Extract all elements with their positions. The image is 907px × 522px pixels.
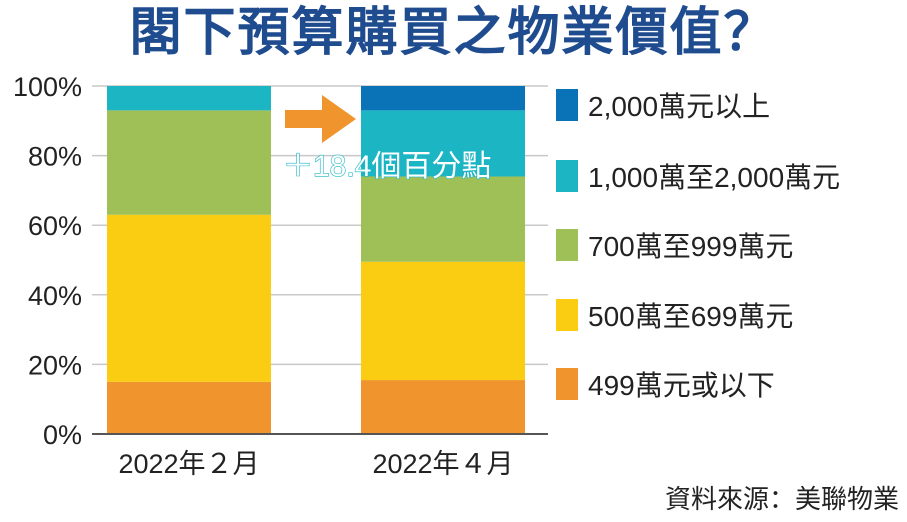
y-tick-label: 40%: [28, 281, 82, 311]
y-tick-label: 0%: [43, 420, 82, 450]
bar-segment: [107, 86, 271, 111]
legend-swatch: [556, 299, 578, 331]
bars: [107, 86, 525, 434]
bar-segment: [107, 381, 271, 434]
y-tick-label: 20%: [28, 350, 82, 380]
legend: 2,000萬元以上 1,000萬至2,000萬元 700萬至999萬元 500萬至69…: [556, 89, 840, 401]
x-axis: 2022年２月 2022年４月: [92, 433, 548, 479]
legend-label: 500萬至699萬元: [588, 301, 793, 332]
bar-segment: [107, 214, 271, 382]
bar-segment: [361, 176, 525, 262]
bar-segment: [361, 110, 525, 177]
legend-label: 700萬至999萬元: [588, 231, 793, 262]
legend-swatch: [556, 160, 578, 192]
annotation-text: ＋18.4個百分點: [283, 150, 491, 183]
legend-swatch: [556, 89, 578, 121]
bar-segment: [361, 380, 525, 434]
y-tick-label: 60%: [28, 211, 82, 241]
legend-swatch: [556, 229, 578, 261]
legend-label: 499萬元或以下: [588, 370, 775, 401]
y-tick-label: 100%: [13, 72, 82, 102]
bar-segment: [107, 110, 271, 215]
chart-title: 閣下預算購買之物業價值？: [129, 2, 778, 63]
legend-swatch: [556, 368, 578, 400]
bar-segment: [361, 86, 525, 111]
arrow-icon: [285, 95, 356, 143]
legend-label: 1,000萬至2,000萬元: [588, 162, 840, 193]
annotation: ＋18.4個百分點: [282, 95, 492, 184]
y-axis: 0% 20% 40% 60% 80% 100%: [13, 72, 82, 450]
x-category-label: 2022年４月: [372, 449, 513, 479]
bar-segment: [361, 261, 525, 381]
legend-label: 2,000萬元以上: [588, 91, 770, 122]
y-tick-label: 80%: [28, 142, 82, 172]
source-note: 資料來源：美聯物業: [664, 485, 899, 515]
x-category-label: 2022年２月: [118, 449, 259, 479]
